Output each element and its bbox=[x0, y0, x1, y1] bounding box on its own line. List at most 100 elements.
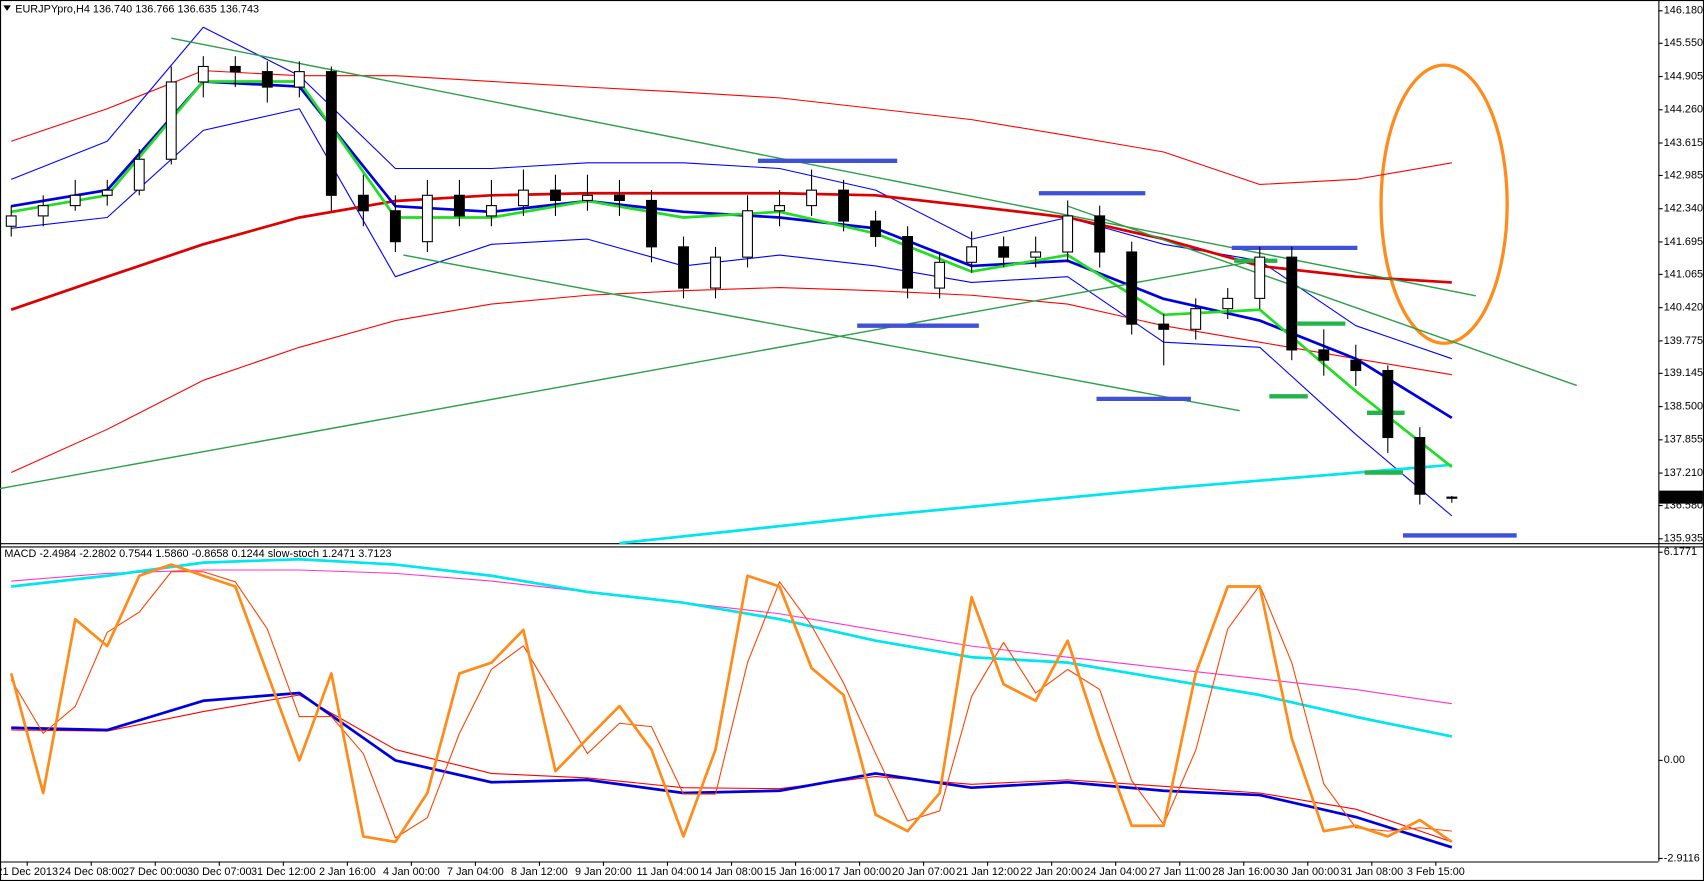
candle-body bbox=[293, 71, 305, 88]
candle-body bbox=[646, 199, 657, 248]
candle-body bbox=[389, 210, 401, 243]
y-tick-label: 140.420 bbox=[1664, 302, 1703, 314]
candle-body bbox=[133, 158, 145, 191]
trendline bbox=[403, 254, 1240, 412]
x-tick-label: 21 Dec 2013 bbox=[0, 866, 58, 878]
indicator-line bbox=[11, 691, 1453, 849]
candle-body bbox=[774, 205, 785, 212]
x-tick-label: 30 Dec 07:00 bbox=[187, 866, 252, 878]
y-tick-label: 141.695 bbox=[1664, 236, 1703, 248]
x-tick-label: 2 Jan 16:00 bbox=[319, 866, 376, 878]
indicator-line bbox=[10, 287, 1452, 474]
candle-body bbox=[1030, 251, 1042, 258]
trendline bbox=[0, 258, 1268, 490]
candle-body bbox=[934, 261, 946, 289]
x-tick-label: 22 Jan 20:00 bbox=[1020, 866, 1083, 878]
candle-body bbox=[165, 81, 177, 160]
x-tick-label: 27 Dec 00:00 bbox=[123, 866, 188, 878]
candle-body bbox=[614, 194, 625, 202]
indicator-line bbox=[11, 108, 1453, 517]
candle-body bbox=[1254, 256, 1266, 299]
trendline bbox=[171, 37, 1476, 297]
y-tick-label: 139.775 bbox=[1664, 335, 1703, 347]
x-tick-label: 17 Jan 00:00 bbox=[828, 866, 891, 878]
candle-body bbox=[1350, 359, 1362, 372]
candle-body bbox=[870, 220, 882, 238]
y-tick-label: 144.260 bbox=[1664, 104, 1703, 116]
candle-body bbox=[357, 194, 369, 212]
x-tick-label: 7 Jan 04:00 bbox=[447, 866, 504, 878]
candle-body bbox=[197, 65, 209, 83]
candle-body bbox=[1414, 436, 1426, 495]
candle-body bbox=[453, 194, 465, 217]
candle-body bbox=[421, 194, 433, 243]
x-tick-label: 24 Dec 08:00 bbox=[59, 866, 124, 878]
indicator-line bbox=[9, 563, 1453, 844]
indicator-line bbox=[11, 694, 1453, 843]
candle-body bbox=[1286, 256, 1298, 351]
candle-body bbox=[1158, 323, 1170, 330]
candle-body bbox=[229, 65, 241, 73]
candle-body bbox=[1094, 215, 1106, 253]
x-tick-label: 24 Jan 04:00 bbox=[1084, 866, 1147, 878]
y-tick-label: 137.210 bbox=[1664, 467, 1703, 479]
current-price-box bbox=[1659, 490, 1703, 504]
chart-title: EURJPYpro,H4 136.740 136.766 136.635 136… bbox=[15, 4, 259, 16]
x-tick-label: 15 Jan 16:00 bbox=[764, 866, 827, 878]
current-price-label: 136.743 bbox=[1663, 491, 1702, 503]
x-tick-label: 11 Jan 04:00 bbox=[636, 866, 698, 878]
y-tick-label: 142.340 bbox=[1664, 203, 1703, 215]
candle-body bbox=[5, 215, 17, 227]
indicator-line bbox=[10, 80, 1453, 468]
candle-body bbox=[1190, 308, 1202, 330]
y-tick-label: 139.145 bbox=[1664, 367, 1703, 379]
indicator-line bbox=[11, 569, 1452, 705]
candle-body bbox=[678, 246, 689, 289]
indicator-line bbox=[10, 191, 1452, 311]
x-tick-label: 4 Jan 00:00 bbox=[383, 866, 440, 878]
y-tick-label: 146.180 bbox=[1664, 5, 1703, 17]
candle-body bbox=[1382, 369, 1394, 439]
candle-body bbox=[838, 189, 850, 222]
y-tick-label: 6.1771 bbox=[1664, 546, 1697, 558]
indicator-line bbox=[11, 70, 1452, 185]
candle-body bbox=[1062, 215, 1074, 253]
candle-body bbox=[902, 235, 914, 289]
trendline bbox=[1067, 205, 1577, 387]
candle-body bbox=[582, 194, 593, 202]
candle-body bbox=[517, 189, 529, 207]
x-tick-label: 31 Dec 12:00 bbox=[251, 866, 316, 878]
candle-body bbox=[998, 246, 1010, 258]
y-tick-label: 0.00 bbox=[1664, 754, 1685, 766]
candle-body bbox=[1126, 251, 1138, 325]
y-tick-label: -2.9116 bbox=[1664, 852, 1700, 864]
candle-body bbox=[101, 189, 113, 196]
y-tick-label: 144.905 bbox=[1664, 70, 1703, 82]
symbol-menu-arrow[interactable] bbox=[3, 5, 11, 11]
indicator-line bbox=[10, 571, 1452, 839]
candle-body bbox=[261, 71, 273, 88]
candle-body bbox=[710, 256, 721, 289]
x-tick-label: 31 Jan 08:00 bbox=[1340, 866, 1403, 878]
x-tick-label: 8 Jan 12:00 bbox=[511, 866, 568, 878]
y-tick-label: 137.855 bbox=[1664, 434, 1703, 446]
indicator-title: MACD -2.4984 -2.2802 0.7544 1.5860 -0.86… bbox=[4, 548, 391, 560]
y-tick-label: 143.615 bbox=[1664, 137, 1703, 149]
candle-body bbox=[69, 194, 81, 207]
candle-body bbox=[806, 189, 817, 207]
x-tick-label: 30 Jan 00:00 bbox=[1276, 866, 1339, 878]
candle-body bbox=[37, 205, 49, 217]
x-tick-label: 20 Jan 07:00 bbox=[892, 866, 955, 878]
indicator-line bbox=[11, 557, 1453, 738]
candle-body bbox=[325, 71, 337, 196]
y-tick-label: 138.500 bbox=[1664, 400, 1703, 412]
indicator-line bbox=[619, 463, 1452, 545]
candle-body bbox=[966, 246, 978, 263]
candle-body bbox=[1318, 349, 1330, 361]
x-tick-label: 9 Jan 20:00 bbox=[575, 866, 632, 878]
y-tick-label: 142.985 bbox=[1664, 169, 1703, 181]
candle-body bbox=[485, 205, 497, 217]
